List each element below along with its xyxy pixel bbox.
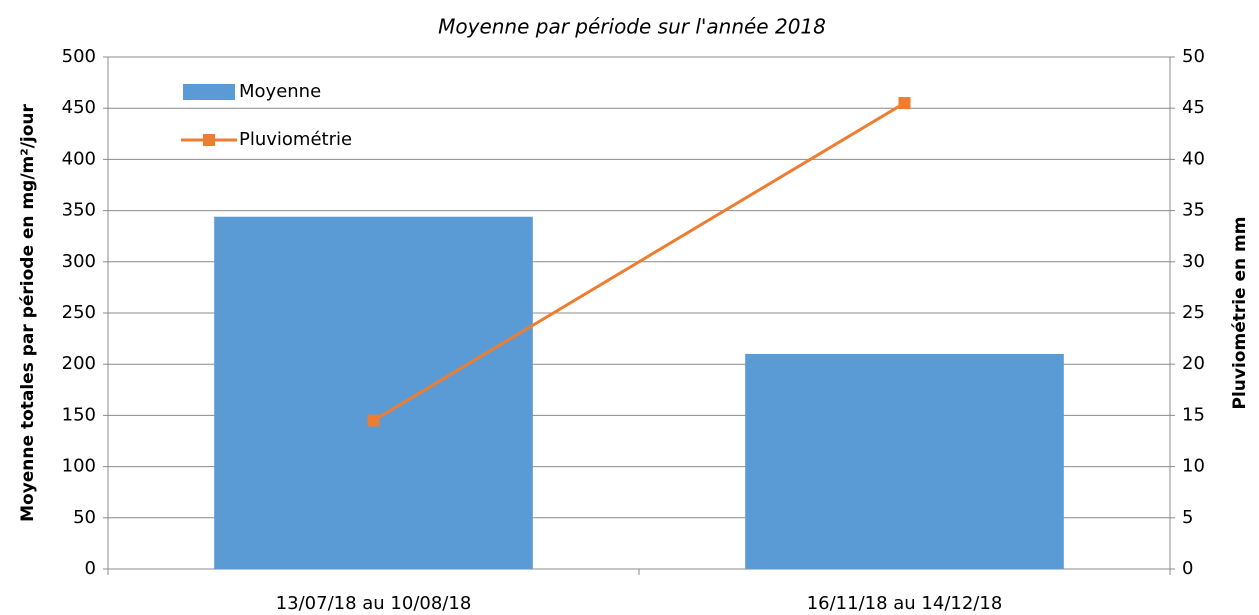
y2-tick-label: 5 xyxy=(1182,507,1193,528)
y2-tick-label: 45 xyxy=(1182,97,1205,118)
legend-swatch xyxy=(203,134,215,146)
y-tick-label: 100 xyxy=(62,456,96,477)
y2-tick-label: 10 xyxy=(1182,456,1205,477)
bar xyxy=(214,216,533,569)
legend-swatch xyxy=(183,84,235,100)
y2-tick-label: 0 xyxy=(1182,558,1193,579)
x-tick-label: 16/11/18 au 14/12/18 xyxy=(807,593,1003,614)
line xyxy=(372,101,906,422)
line-marker xyxy=(367,414,380,427)
y-tick-label: 350 xyxy=(62,200,96,221)
chart-title: Moyenne par période sur l'année 2018 xyxy=(438,15,826,39)
y2-tick-label: 40 xyxy=(1182,148,1205,169)
y2-axis-label: Pluviométrie en mm xyxy=(1230,217,1250,410)
y-tick-label: 300 xyxy=(62,251,96,272)
legend-label: Moyenne xyxy=(239,81,321,102)
line-marker xyxy=(898,97,911,110)
y-tick-label: 400 xyxy=(62,148,96,169)
y2-tick-label: 35 xyxy=(1182,200,1205,221)
y-tick-label: 0 xyxy=(85,558,96,579)
y-tick-label: 200 xyxy=(62,353,96,374)
y-tick-label: 250 xyxy=(62,302,96,323)
y-tick-label: 150 xyxy=(62,404,96,425)
y2-tick-label: 15 xyxy=(1182,404,1205,425)
x-tick-label: 13/07/18 au 10/08/18 xyxy=(276,593,472,614)
y-axis-label: Moyenne totales par période en mg/m²/jou… xyxy=(18,103,38,521)
legend-label: Pluviométrie xyxy=(239,129,352,150)
y-tick-label: 500 xyxy=(62,46,96,67)
bar xyxy=(745,353,1064,569)
y2-tick-label: 30 xyxy=(1182,251,1205,272)
y2-tick-label: 20 xyxy=(1182,353,1205,374)
y-tick-label: 50 xyxy=(73,507,96,528)
y2-tick-label: 25 xyxy=(1182,302,1205,323)
y-tick-label: 450 xyxy=(62,97,96,118)
y2-tick-label: 50 xyxy=(1182,46,1205,67)
